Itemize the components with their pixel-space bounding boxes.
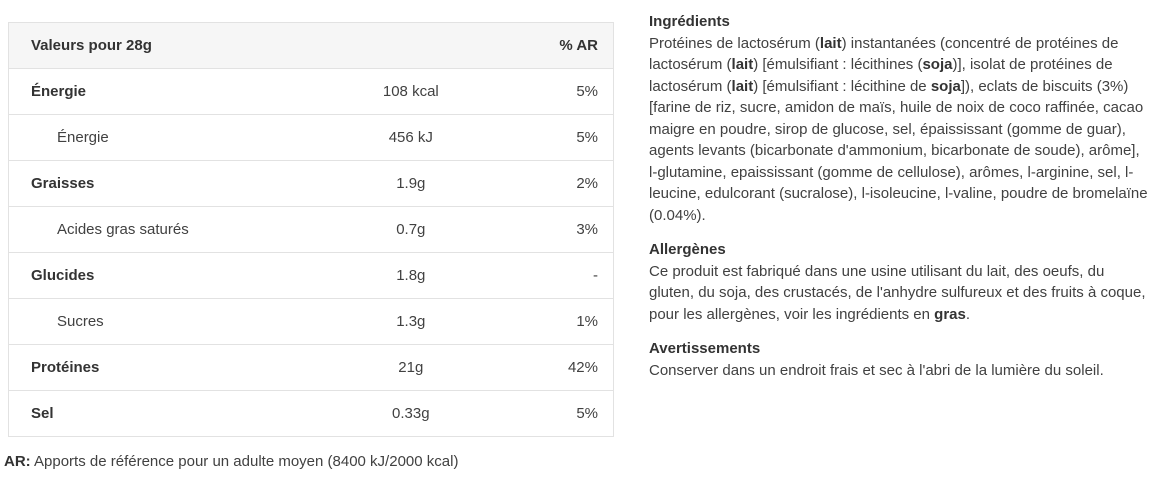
nutrient-label: Graisses (8, 160, 299, 207)
table-row: Protéines 21g 42% (8, 344, 614, 391)
nutrient-label: Acides gras saturés (8, 206, 299, 253)
product-details-section: Ingrédients Protéines de lactosérum (lai… (649, 11, 1149, 394)
table-row: Énergie 456 kJ 5% (8, 114, 614, 161)
nutrient-value: 21g (298, 344, 523, 391)
warnings-heading: Avertissements (649, 340, 761, 357)
ar-footnote-text: Apports de référence pour un adulte moye… (30, 453, 459, 470)
table-header-row: Valeurs pour 28g % AR (8, 22, 614, 69)
nutrient-label: Sel (8, 390, 299, 437)
nutrient-label: Glucides (8, 252, 299, 299)
nutrient-value: 456 kJ (298, 114, 523, 161)
table-row: Glucides 1.8g - (8, 252, 614, 299)
nutrient-ar-percent: - (522, 252, 614, 299)
nutrient-value: 108 kcal (298, 68, 523, 115)
nutrient-label: Protéines (8, 344, 299, 391)
warnings-text: Conserver dans un endroit frais et sec à… (649, 361, 1104, 379)
nutrient-ar-percent: 3% (522, 206, 614, 253)
nutrient-label: Sucres (8, 298, 299, 345)
nutrient-ar-percent: 5% (522, 68, 614, 115)
allergens-heading: Allergènes (649, 241, 726, 258)
serving-size-header: Valeurs pour 28g (8, 22, 299, 69)
nutrient-ar-percent: 5% (522, 114, 614, 161)
table-row: Graisses 1.9g 2% (8, 160, 614, 207)
nutrition-table-section: Valeurs pour 28g % AR Énergie 108 kcal 5… (4, 22, 614, 470)
nutrient-value: 0.33g (298, 390, 523, 437)
allergens-text: Ce produit est fabriqué dans une usine u… (649, 262, 1146, 323)
table-body: Énergie 108 kcal 5% Énergie 456 kJ 5% Gr… (8, 68, 614, 437)
table-row: Sel 0.33g 5% (8, 390, 614, 437)
nutrient-ar-percent: 42% (522, 344, 614, 391)
table-row: Acides gras saturés 0.7g 3% (8, 206, 614, 253)
ar-footnote: AR: Apports de référence pour un adulte … (4, 453, 614, 470)
nutrient-value: 1.3g (298, 298, 523, 345)
nutrient-value: 1.8g (298, 252, 523, 299)
ar-column-header: % AR (522, 22, 614, 69)
nutrient-ar-percent: 1% (522, 298, 614, 345)
nutrient-ar-percent: 5% (522, 390, 614, 437)
ingredients-heading: Ingrédients (649, 13, 730, 30)
nutrient-ar-percent: 2% (522, 160, 614, 207)
nutrient-value: 0.7g (298, 206, 523, 253)
table-row: Énergie 108 kcal 5% (8, 68, 614, 115)
nutrient-label: Énergie (8, 68, 299, 115)
table-header: Valeurs pour 28g % AR (8, 22, 614, 69)
nutrition-table: Valeurs pour 28g % AR Énergie 108 kcal 5… (8, 22, 614, 437)
ar-footnote-prefix: AR: (4, 453, 31, 470)
nutrient-label: Énergie (8, 114, 299, 161)
nutrient-value: 1.9g (298, 160, 523, 207)
table-row: Sucres 1.3g 1% (8, 298, 614, 345)
ingredients-text: Protéines de lactosérum (lait) instantan… (649, 34, 1148, 224)
value-column-header (298, 22, 523, 69)
